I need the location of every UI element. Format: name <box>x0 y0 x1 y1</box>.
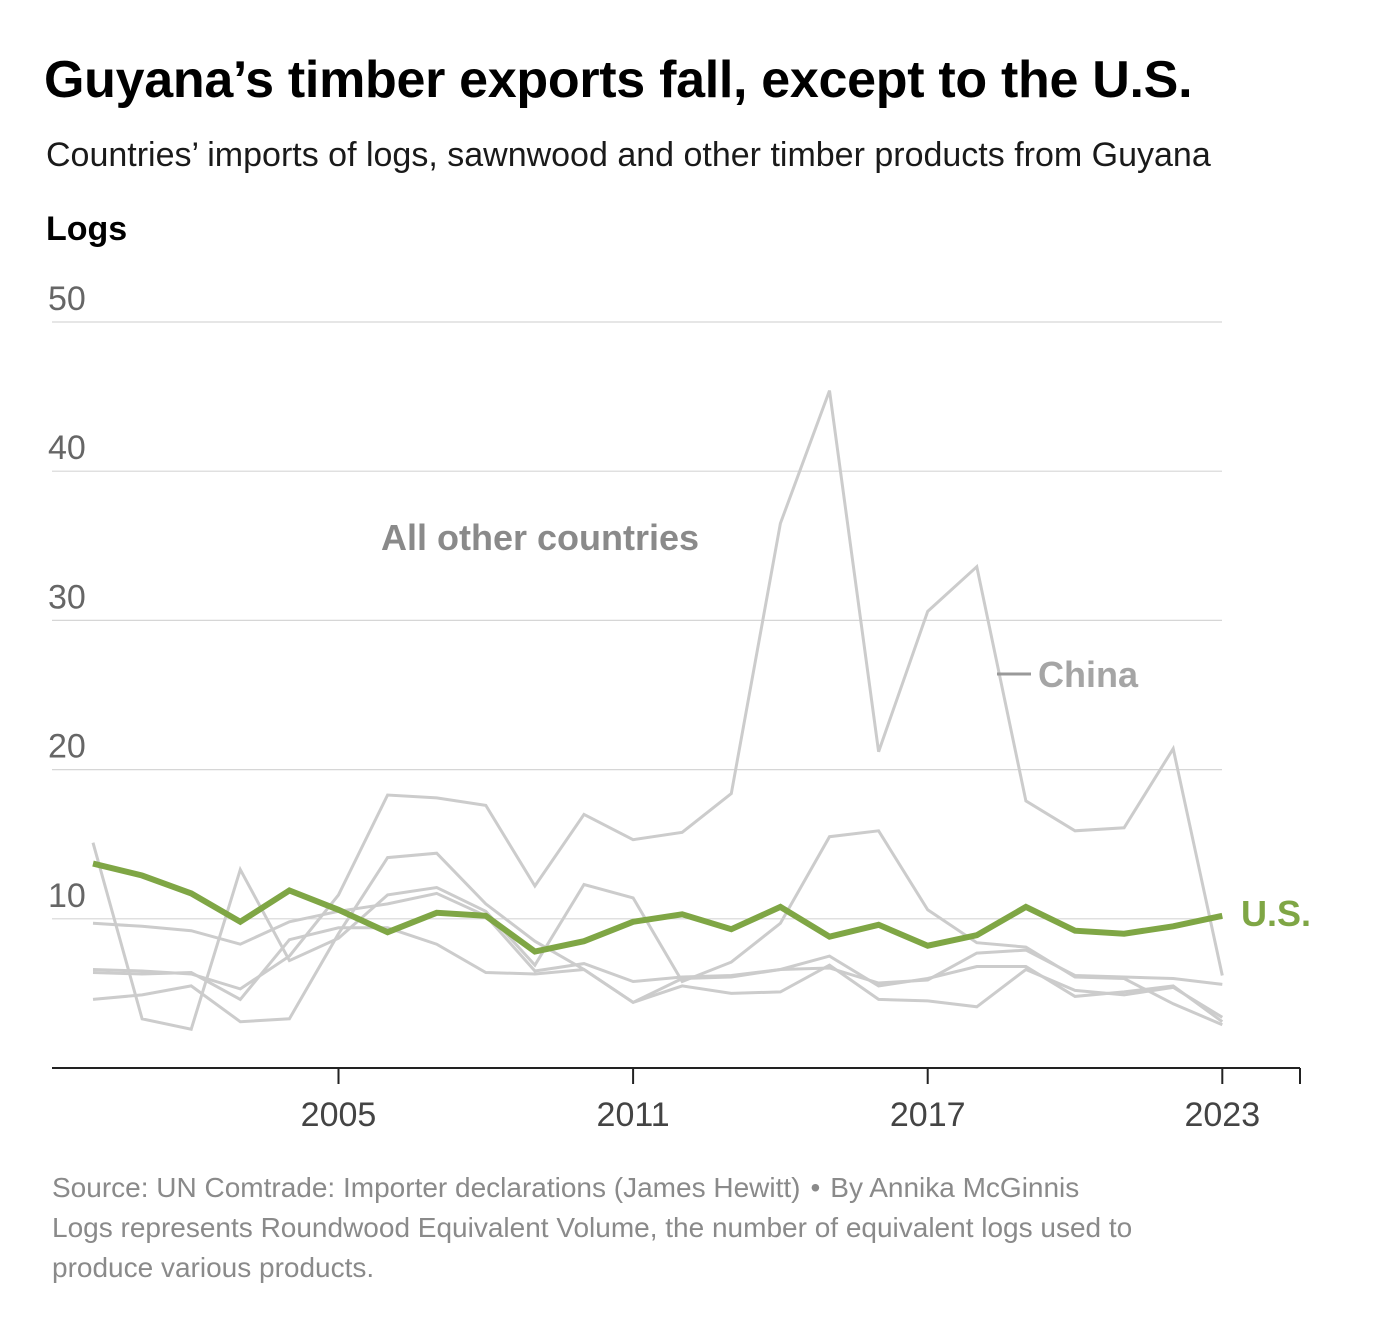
y-tick-label-10: 10 <box>48 877 86 915</box>
separator-dot: • <box>810 1172 821 1203</box>
series-line-china <box>92 390 1224 991</box>
x-axis: 2005 2011 2017 2023 <box>52 1067 1301 1134</box>
byline: By Annika McGinnis <box>830 1172 1080 1203</box>
us-line-group <box>92 860 1223 955</box>
series-line-other-5 <box>92 926 1224 1019</box>
annotation-china: China <box>1038 654 1139 695</box>
y-tick-label-50: 50 <box>48 280 86 318</box>
y-tick-label-30: 30 <box>48 578 86 616</box>
footer: Source: UN Comtrade: Importer declaratio… <box>52 1168 1232 1288</box>
x-tick-label-2023: 2023 <box>1184 1096 1260 1134</box>
x-tick-label-2011: 2011 <box>597 1096 670 1134</box>
series-line-other-3 <box>92 891 1223 986</box>
source-line: Source: UN Comtrade: Importer declaratio… <box>52 1168 1232 1208</box>
gridlines <box>52 321 1222 920</box>
source-text: Source: UN Comtrade: Importer declaratio… <box>52 1172 801 1203</box>
other-countries-lines <box>91 390 1224 1031</box>
x-tick-label-2005: 2005 <box>301 1096 377 1134</box>
x-tick-label-2017: 2017 <box>890 1096 966 1134</box>
line-chart: 10 20 30 40 50 2005 2011 2017 2023 All other co… <box>48 280 1311 1134</box>
chart-title: Guyana’s timber exports fall, except to … <box>44 51 1193 109</box>
y-axis-title: Logs <box>46 210 128 248</box>
footnote: Logs represents Roundwood Equivalent Vol… <box>52 1212 1133 1283</box>
series-line-u-s <box>92 860 1223 955</box>
annotation-all-other-countries: All other countries <box>381 517 699 558</box>
chart-subtitle: Countries’ imports of logs, sawnwood and… <box>46 136 1211 174</box>
y-tick-label-20: 20 <box>48 728 86 766</box>
y-tick-label-40: 40 <box>48 429 86 467</box>
annotation-us: U.S. <box>1241 893 1311 934</box>
series-line-other-2 <box>91 829 1223 1031</box>
y-tick-labels: 10 20 30 40 50 <box>48 280 86 915</box>
